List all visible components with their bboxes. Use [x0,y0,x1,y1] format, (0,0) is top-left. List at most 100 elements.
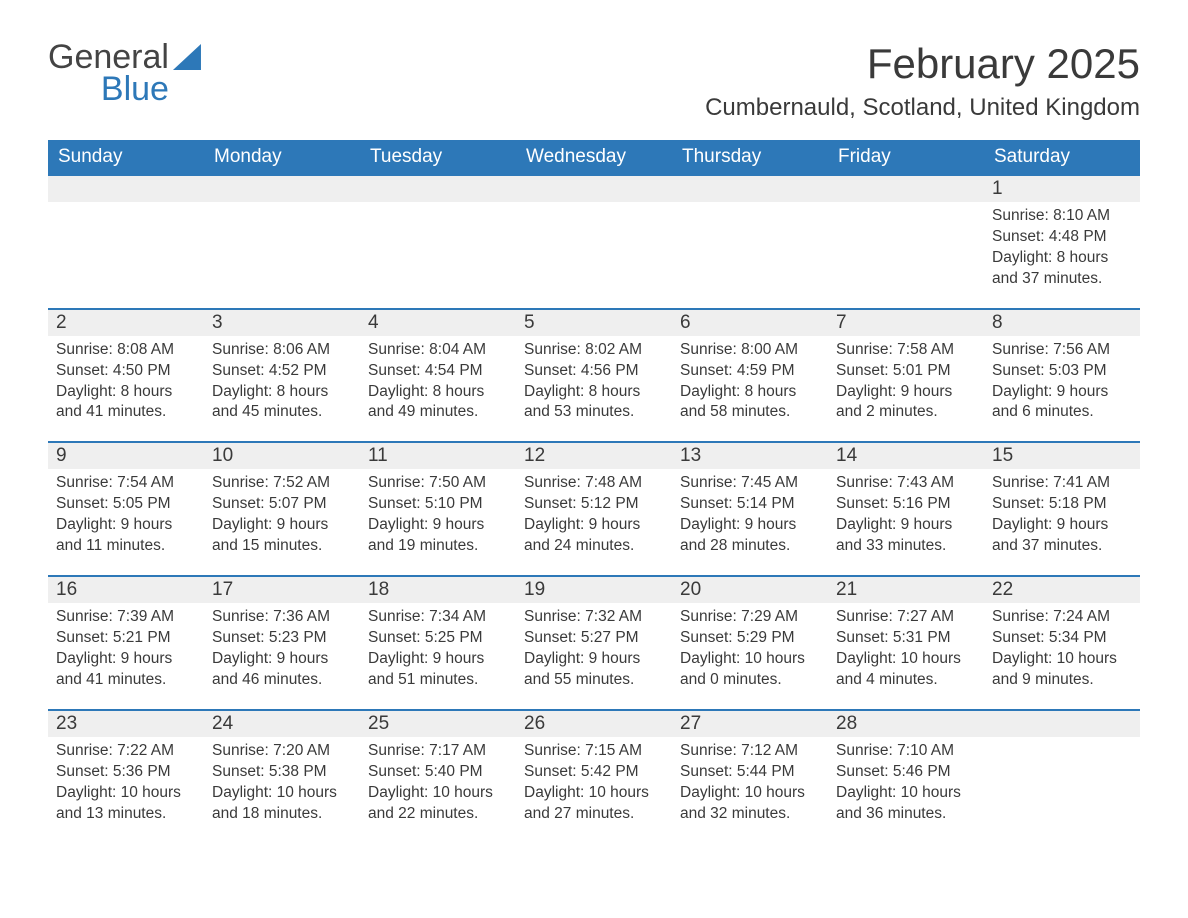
day-sunset: Sunset: 5:05 PM [56,494,196,515]
day-sunset: Sunset: 5:03 PM [992,361,1132,382]
day-number-cell: 23 [48,710,204,737]
day-sunset: Sunset: 5:18 PM [992,494,1132,515]
day-number-cell: 1 [984,175,1140,202]
day-dl2: and 9 minutes. [992,670,1132,691]
day-details: Sunrise: 7:41 AMSunset: 5:18 PMDaylight:… [984,469,1140,575]
day-number-cell: 20 [672,576,828,603]
day-number-cell: 11 [360,442,516,469]
day-dl1: Daylight: 8 hours [368,382,508,403]
day-sunrise: Sunrise: 7:54 AM [56,473,196,494]
day-dl1: Daylight: 10 hours [992,649,1132,670]
day-number: 23 [48,711,204,737]
day-data-cell: Sunrise: 7:24 AMSunset: 5:34 PMDaylight:… [984,603,1140,710]
day-dl1: Daylight: 9 hours [992,515,1132,536]
calendar-week-numbers: 232425262728 [48,710,1140,737]
day-number-cell: 13 [672,442,828,469]
day-data-cell: Sunrise: 7:10 AMSunset: 5:46 PMDaylight:… [828,737,984,843]
day-data-cell: Sunrise: 7:52 AMSunset: 5:07 PMDaylight:… [204,469,360,576]
day-sunrise: Sunrise: 7:56 AM [992,340,1132,361]
day-sunrise: Sunrise: 7:34 AM [368,607,508,628]
day-number: 16 [48,577,204,603]
day-sunset: Sunset: 5:16 PM [836,494,976,515]
day-dl2: and 27 minutes. [524,804,664,825]
day-sunrise: Sunrise: 8:08 AM [56,340,196,361]
calendar-week-data: Sunrise: 8:10 AMSunset: 4:48 PMDaylight:… [48,202,1140,309]
day-number-cell: 5 [516,309,672,336]
day-data-cell [516,202,672,309]
day-data-cell: Sunrise: 7:29 AMSunset: 5:29 PMDaylight:… [672,603,828,710]
day-number-cell [516,175,672,202]
day-sunrise: Sunrise: 7:12 AM [680,741,820,762]
day-dl2: and 18 minutes. [212,804,352,825]
day-data-cell: Sunrise: 7:43 AMSunset: 5:16 PMDaylight:… [828,469,984,576]
day-number: 24 [204,711,360,737]
day-data-cell: Sunrise: 7:50 AMSunset: 5:10 PMDaylight:… [360,469,516,576]
empty-cell [48,202,204,298]
day-sunrise: Sunrise: 7:15 AM [524,741,664,762]
day-details: Sunrise: 7:54 AMSunset: 5:05 PMDaylight:… [48,469,204,575]
day-data-cell: Sunrise: 7:45 AMSunset: 5:14 PMDaylight:… [672,469,828,576]
day-dl2: and 28 minutes. [680,536,820,557]
day-data-cell: Sunrise: 7:58 AMSunset: 5:01 PMDaylight:… [828,336,984,443]
calendar-week-data: Sunrise: 7:22 AMSunset: 5:36 PMDaylight:… [48,737,1140,843]
day-dl2: and 0 minutes. [680,670,820,691]
day-details: Sunrise: 7:52 AMSunset: 5:07 PMDaylight:… [204,469,360,575]
day-number: 12 [516,443,672,469]
day-details: Sunrise: 7:27 AMSunset: 5:31 PMDaylight:… [828,603,984,709]
day-dl2: and 36 minutes. [836,804,976,825]
day-sunrise: Sunrise: 7:45 AM [680,473,820,494]
calendar-header-row: SundayMondayTuesdayWednesdayThursdayFrid… [48,140,1140,175]
day-number-cell [204,175,360,202]
day-number: 28 [828,711,984,737]
day-dl1: Daylight: 9 hours [212,515,352,536]
day-number-cell: 12 [516,442,672,469]
day-number-cell: 10 [204,442,360,469]
day-dl2: and 58 minutes. [680,402,820,423]
day-number: 7 [828,310,984,336]
day-number-cell: 18 [360,576,516,603]
day-dl1: Daylight: 9 hours [56,649,196,670]
day-number-cell: 16 [48,576,204,603]
day-dl1: Daylight: 9 hours [524,649,664,670]
day-number-cell: 28 [828,710,984,737]
day-dl2: and 41 minutes. [56,670,196,691]
day-number: 18 [360,577,516,603]
day-number-cell: 22 [984,576,1140,603]
day-details: Sunrise: 7:20 AMSunset: 5:38 PMDaylight:… [204,737,360,843]
day-number-cell: 9 [48,442,204,469]
day-number-cell: 27 [672,710,828,737]
day-sunset: Sunset: 4:56 PM [524,361,664,382]
weekday-header: Saturday [984,140,1140,175]
day-data-cell: Sunrise: 7:48 AMSunset: 5:12 PMDaylight:… [516,469,672,576]
day-dl2: and 37 minutes. [992,536,1132,557]
day-data-cell: Sunrise: 8:10 AMSunset: 4:48 PMDaylight:… [984,202,1140,309]
day-number-cell [828,175,984,202]
day-number-cell [360,175,516,202]
day-details: Sunrise: 8:10 AMSunset: 4:48 PMDaylight:… [984,202,1140,308]
day-sunrise: Sunrise: 7:17 AM [368,741,508,762]
day-sunrise: Sunrise: 7:58 AM [836,340,976,361]
day-sunrise: Sunrise: 8:02 AM [524,340,664,361]
day-data-cell: Sunrise: 7:41 AMSunset: 5:18 PMDaylight:… [984,469,1140,576]
day-data-cell: Sunrise: 7:34 AMSunset: 5:25 PMDaylight:… [360,603,516,710]
weekday-header: Tuesday [360,140,516,175]
day-data-cell: Sunrise: 8:04 AMSunset: 4:54 PMDaylight:… [360,336,516,443]
calendar-week-numbers: 1 [48,175,1140,202]
calendar-week-numbers: 2345678 [48,309,1140,336]
day-dl2: and 55 minutes. [524,670,664,691]
day-dl2: and 33 minutes. [836,536,976,557]
day-details: Sunrise: 7:34 AMSunset: 5:25 PMDaylight:… [360,603,516,709]
day-data-cell: Sunrise: 7:12 AMSunset: 5:44 PMDaylight:… [672,737,828,843]
day-sunset: Sunset: 5:38 PM [212,762,352,783]
day-details: Sunrise: 7:50 AMSunset: 5:10 PMDaylight:… [360,469,516,575]
day-data-cell: Sunrise: 7:56 AMSunset: 5:03 PMDaylight:… [984,336,1140,443]
day-dl1: Daylight: 8 hours [56,382,196,403]
day-details: Sunrise: 7:36 AMSunset: 5:23 PMDaylight:… [204,603,360,709]
day-number: 17 [204,577,360,603]
day-number-cell: 6 [672,309,828,336]
day-sunset: Sunset: 5:21 PM [56,628,196,649]
day-data-cell: Sunrise: 7:17 AMSunset: 5:40 PMDaylight:… [360,737,516,843]
day-dl1: Daylight: 10 hours [212,783,352,804]
day-number-cell [984,710,1140,737]
day-dl2: and 24 minutes. [524,536,664,557]
